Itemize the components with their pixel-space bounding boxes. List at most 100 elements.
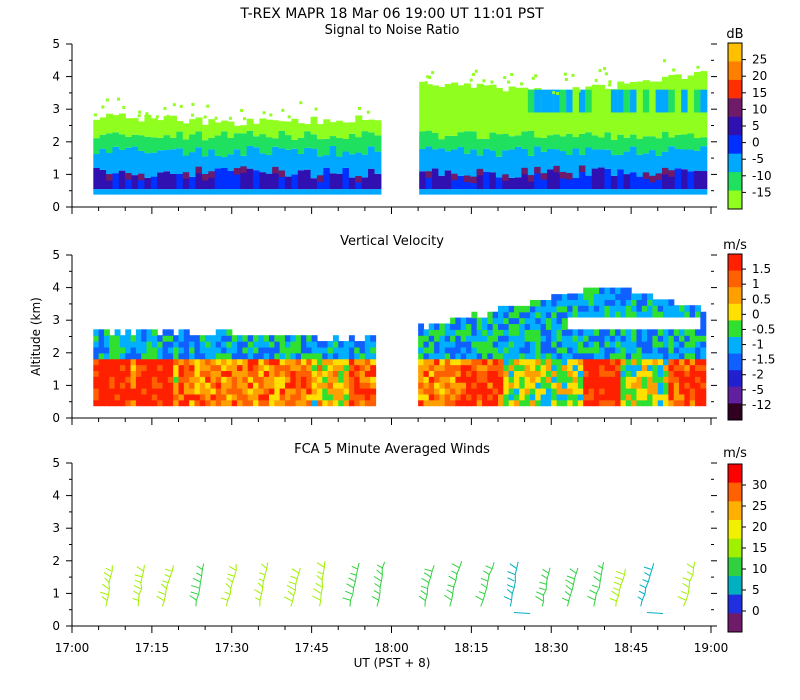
- velocity-cell: [529, 341, 536, 348]
- velocity-cell: [561, 358, 568, 366]
- velocity-cell: [290, 335, 297, 342]
- velocity-cell: [492, 346, 499, 354]
- velocity-cell: [338, 364, 345, 372]
- snr-cell: [374, 151, 382, 174]
- snr-cell: [169, 115, 177, 138]
- velocity-cell: [695, 311, 701, 318]
- velocity-cell: [418, 352, 425, 360]
- velocity-cell: [364, 341, 371, 348]
- colorbar-swatch: [728, 538, 742, 558]
- snr-cell: [425, 172, 433, 190]
- barb-flag: [133, 590, 141, 596]
- snr-cell: [585, 89, 593, 113]
- velocity-cell: [151, 388, 158, 395]
- velocity-cell: [269, 388, 275, 395]
- velocity-cell: [189, 335, 196, 342]
- velocity-cell: [183, 399, 190, 407]
- velocity-cell: [572, 305, 579, 312]
- velocity-cell: [269, 382, 275, 389]
- velocity-cell: [338, 388, 345, 395]
- velocity-cell: [631, 393, 638, 401]
- velocity-cell: [141, 335, 148, 342]
- barb-staff: [137, 565, 145, 607]
- velocity-cell: [258, 358, 265, 366]
- velocity-cell: [498, 370, 504, 377]
- snr-cell: [521, 87, 529, 132]
- velocity-cell: [370, 346, 377, 354]
- velocity-cell: [529, 382, 536, 389]
- velocity-cell: [295, 352, 302, 360]
- snr-speckle: [122, 105, 126, 109]
- velocity-cell: [577, 382, 584, 389]
- velocity-cell: [498, 399, 504, 407]
- velocity-cell: [247, 382, 254, 389]
- velocity-cell: [311, 382, 318, 389]
- velocity-cell: [210, 341, 217, 348]
- velocity-cell: [114, 382, 121, 389]
- velocity-cell: [556, 399, 563, 407]
- velocity-cell: [455, 370, 462, 377]
- snr-cell: [316, 156, 324, 177]
- velocity-cell: [599, 393, 606, 401]
- velocity-cell: [285, 341, 291, 348]
- barb-flag: [374, 583, 381, 588]
- snr-cell: [285, 176, 292, 190]
- snr-cell: [361, 177, 369, 190]
- barb-flag: [288, 581, 297, 585]
- velocity-cell: [668, 299, 675, 306]
- x-tick-label: 18:45: [614, 641, 649, 655]
- velocity-cell: [103, 329, 110, 336]
- velocity-cell: [125, 376, 132, 383]
- velocity-cell: [625, 287, 632, 295]
- velocity-cell: [146, 370, 153, 377]
- velocity-cell: [183, 370, 190, 377]
- velocity-cell: [354, 388, 361, 395]
- velocity-cell: [226, 370, 233, 377]
- velocity-cell: [439, 358, 446, 366]
- velocity-cell: [125, 352, 132, 360]
- velocity-cell: [348, 388, 355, 395]
- colorbar-label: -5: [752, 152, 764, 166]
- snr-cell: [610, 175, 618, 190]
- velocity-cell: [103, 388, 110, 395]
- velocity-cell: [636, 382, 643, 389]
- velocity-cell: [338, 341, 345, 348]
- snr-cell: [125, 136, 133, 148]
- snr-cell: [150, 152, 158, 177]
- velocity-cell: [327, 399, 334, 407]
- snr-cell: [681, 169, 689, 190]
- velocity-cell: [103, 376, 110, 383]
- velocity-cell: [322, 376, 329, 383]
- velocity-cell: [167, 399, 174, 407]
- velocity-cell: [332, 388, 339, 395]
- velocity-cell: [684, 305, 691, 312]
- velocity-cell: [263, 341, 270, 348]
- velocity-cell: [444, 358, 451, 366]
- snr-cell: [559, 173, 567, 190]
- velocity-cell: [529, 305, 536, 313]
- velocity-cell: [577, 346, 584, 354]
- velocity-cell: [679, 346, 685, 354]
- velocity-cell: [679, 329, 685, 336]
- snr-cell: [636, 189, 644, 195]
- snr-cell: [540, 137, 548, 152]
- velocity-cell: [561, 317, 568, 325]
- snr-cell: [176, 131, 184, 149]
- snr-cell: [655, 175, 663, 190]
- velocity-cell: [332, 341, 339, 348]
- colorbar-swatch: [728, 254, 742, 272]
- snr-cell: [495, 156, 503, 178]
- velocity-cell: [657, 329, 664, 336]
- velocity-cell: [641, 329, 648, 336]
- velocity-cell: [359, 399, 366, 407]
- barb-staff: [541, 567, 551, 607]
- snr-cell: [483, 189, 491, 195]
- snr-cell: [240, 167, 248, 190]
- velocity-cell: [620, 335, 627, 342]
- velocity-cell: [359, 370, 366, 377]
- velocity-cell: [428, 388, 435, 395]
- velocity-cell: [556, 294, 563, 301]
- velocity-cell: [620, 352, 627, 360]
- velocity-cell: [103, 370, 110, 377]
- velocity-cell: [652, 352, 659, 360]
